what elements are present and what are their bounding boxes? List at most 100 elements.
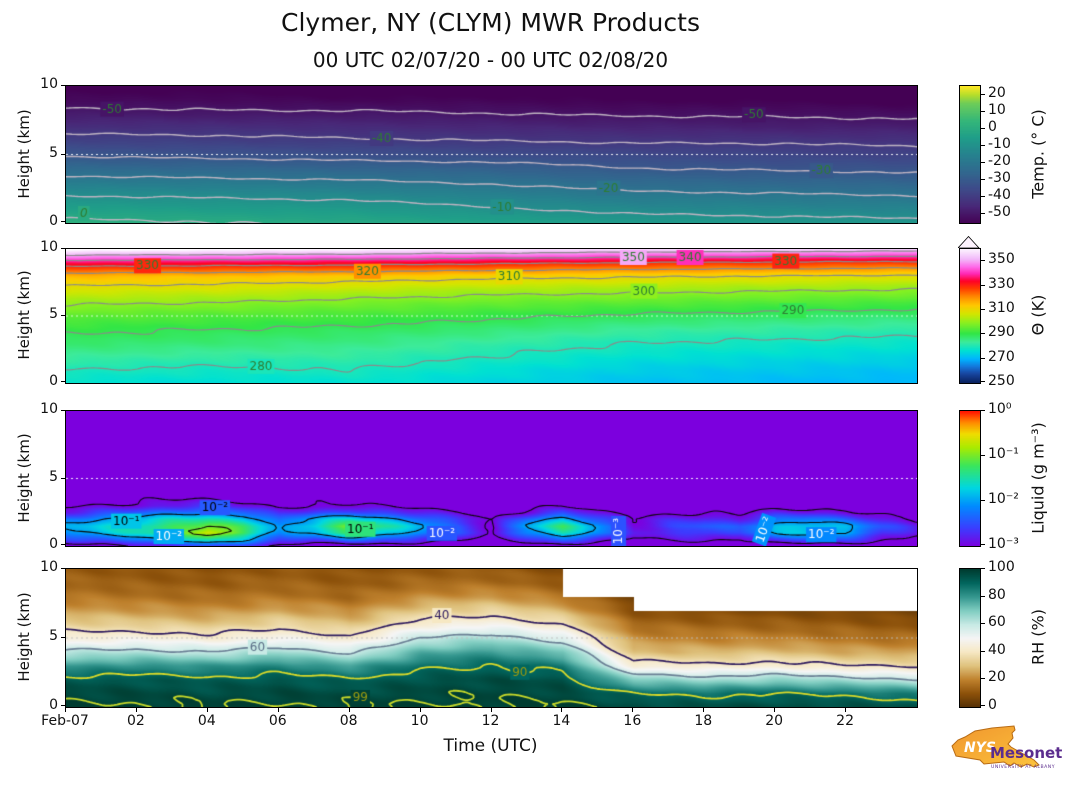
x-tick-label: Feb-07 bbox=[41, 713, 89, 729]
y-tick-mark bbox=[61, 85, 65, 86]
y-tick-mark bbox=[61, 248, 65, 249]
x-tick-mark bbox=[490, 708, 492, 712]
colorbar-tick-label: 330 bbox=[988, 275, 1015, 292]
y-tick-mark bbox=[61, 153, 65, 155]
x-tick-mark bbox=[135, 708, 137, 712]
colorbar-tick-label: 20 bbox=[988, 84, 1006, 101]
x-tick-label: 10 bbox=[410, 713, 429, 729]
colorbar-tick-mark bbox=[981, 179, 985, 181]
colorbar-tick-label: 10⁻² bbox=[988, 491, 1019, 507]
colorbar-tick-mark bbox=[981, 568, 985, 569]
colorbar-tick-label: -20 bbox=[988, 153, 1011, 170]
colorbar-tick-label: 10 bbox=[988, 101, 1006, 118]
x-tick-mark bbox=[206, 708, 208, 712]
x-tick-label: 08 bbox=[339, 713, 358, 729]
x-axis-title: Time (UTC) bbox=[443, 736, 538, 756]
colorbar-tick-mark bbox=[981, 595, 985, 597]
colorbar-tick-label: 60 bbox=[988, 614, 1006, 631]
colorbar-tick-mark bbox=[981, 544, 985, 545]
colorbar-tick-mark bbox=[981, 381, 985, 382]
ny-state-shape: NYS Mesonet UNIVERSITY AT ALBANY bbox=[951, 725, 1062, 770]
colorbar-tick-label: 350 bbox=[988, 251, 1015, 268]
colorbar-tick-label: 10⁻¹ bbox=[988, 446, 1019, 462]
x-tick-mark bbox=[65, 708, 66, 712]
x-tick-label: 02 bbox=[126, 713, 145, 729]
colorbar-theta bbox=[959, 248, 981, 384]
colorbar-tick-label: -40 bbox=[988, 187, 1011, 204]
x-tick-label: 18 bbox=[694, 713, 713, 729]
y-tick-mark bbox=[61, 381, 65, 382]
colorbar-tick-label: 10⁰ bbox=[988, 401, 1012, 417]
y-tick-label: 0 bbox=[49, 373, 58, 389]
colorbar-tick-label: 40 bbox=[988, 641, 1006, 658]
colorbar-tick-mark bbox=[981, 357, 985, 359]
x-tick-mark bbox=[774, 708, 776, 712]
x-tick-label: 12 bbox=[481, 713, 500, 729]
colorbar-tick-label: 20 bbox=[988, 669, 1006, 686]
colorbar-tick-label: 310 bbox=[988, 299, 1015, 316]
x-tick-label: 06 bbox=[268, 713, 287, 729]
x-tick-mark bbox=[845, 708, 847, 712]
colorbar-tick-label: -30 bbox=[988, 170, 1011, 187]
y-tick-label: 5 bbox=[49, 628, 58, 644]
nys-mesonet-logo: NYS Mesonet UNIVERSITY AT ALBANY bbox=[944, 716, 1064, 796]
colorbar-tick-label: 270 bbox=[988, 348, 1015, 365]
y-tick-label: 10 bbox=[40, 76, 58, 92]
y-tick-label: 5 bbox=[49, 306, 58, 322]
x-axis: Feb-07 02 04 06 08 10 12 14 16 18 20 22 bbox=[0, 708, 1066, 738]
heatmap-canvas-rh bbox=[65, 568, 918, 708]
colorbar-tick-label: 10⁻³ bbox=[988, 536, 1019, 552]
y-tick-mark bbox=[61, 544, 65, 545]
panel-liquid: Height (km) 0 5 10 10⁰ 10⁻¹ 10⁻² 10⁻³ Liquid (g … bbox=[0, 401, 1066, 552]
colorbar-tick-mark bbox=[981, 705, 985, 706]
colorbar-rh bbox=[959, 568, 981, 708]
x-tick-mark bbox=[703, 708, 705, 712]
colorbar-tick-mark bbox=[981, 678, 985, 680]
colorbar-liquid bbox=[959, 410, 981, 547]
colorbar-tick-mark bbox=[981, 196, 985, 198]
y-tick-label: 10 bbox=[40, 559, 58, 575]
colorbar-tick-mark bbox=[981, 127, 985, 129]
y-tick-label: 10 bbox=[40, 401, 58, 417]
colorbar-tick-label: -10 bbox=[988, 135, 1011, 152]
colorbar-tick-label: 290 bbox=[988, 324, 1015, 341]
y-tick-mark bbox=[61, 705, 65, 706]
panel-rh: Height (km) 0 5 10 100 80 60 40 20 0 RH (%) bbox=[0, 559, 1066, 713]
colorbar-tick-label: 250 bbox=[988, 373, 1015, 389]
x-tick-mark bbox=[348, 708, 350, 712]
heatmap-canvas-theta bbox=[65, 248, 918, 384]
y-tick-mark bbox=[61, 637, 65, 638]
y-tick-label: 5 bbox=[49, 468, 58, 485]
logo-university-text: UNIVERSITY AT ALBANY bbox=[991, 764, 1055, 770]
colorbar-axis-label-theta: Θ (K) bbox=[1028, 294, 1048, 336]
y-tick-mark bbox=[61, 221, 65, 222]
colorbar-tick-label: 80 bbox=[988, 586, 1006, 603]
colorbar-tick-mark bbox=[981, 623, 985, 625]
colorbar-tick-mark bbox=[981, 213, 985, 215]
colorbar-tick-mark bbox=[981, 455, 985, 456]
x-tick-mark bbox=[277, 708, 279, 712]
y-tick-mark bbox=[61, 477, 65, 479]
y-tick-label: 0 bbox=[49, 213, 58, 229]
panel-temperature: Height (km) 0 5 10 20 10 0 -10 -20 -30 -40 -50 Temp.… bbox=[0, 76, 1066, 229]
colorbar-tick-label: -50 bbox=[988, 204, 1011, 221]
colorbar-tick-mark bbox=[981, 93, 985, 95]
colorbar-extend-arrow bbox=[958, 236, 980, 248]
x-tick-mark bbox=[419, 708, 421, 712]
y-tick-mark bbox=[61, 315, 65, 316]
colorbar-tick-mark bbox=[981, 260, 985, 262]
logo-mesonet-text: Mesonet bbox=[990, 744, 1062, 762]
colorbar-tick-mark bbox=[981, 650, 985, 652]
colorbar-axis-label-temperature: Temp. (° C) bbox=[1028, 108, 1048, 199]
y-tick-label: 0 bbox=[49, 536, 58, 552]
x-tick-label: 16 bbox=[623, 713, 642, 729]
colorbar-tick-mark bbox=[981, 333, 985, 335]
colorbar-tick-label: 100 bbox=[988, 559, 1015, 575]
heatmap-canvas-temperature bbox=[65, 85, 918, 224]
colorbar-axis-label-liquid: Liquid (g m⁻³) bbox=[1028, 421, 1048, 534]
figure-subtitle: 00 UTC 02/07/20 - 00 UTC 02/08/20 bbox=[312, 48, 669, 72]
y-tick-mark bbox=[61, 410, 65, 411]
x-tick-label: 04 bbox=[197, 713, 216, 729]
colorbar-tick-mark bbox=[981, 410, 985, 411]
